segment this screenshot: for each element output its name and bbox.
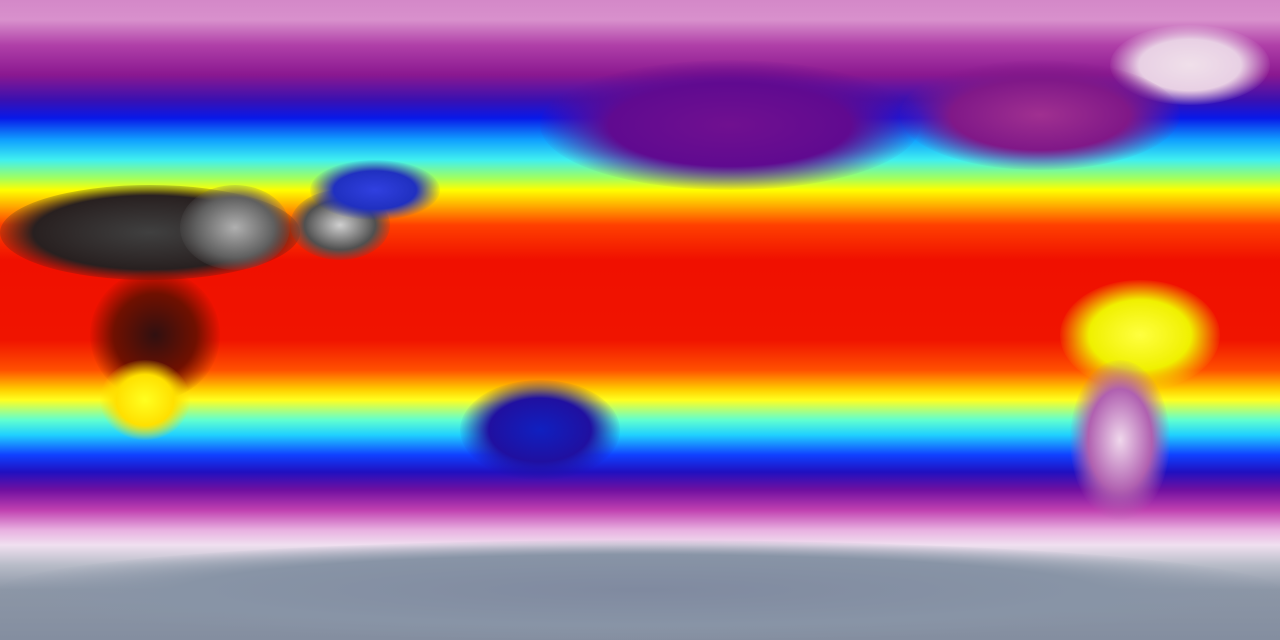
patagonia (1070, 360, 1170, 520)
south-africa (100, 360, 190, 440)
north-america (900, 60, 1180, 170)
antarctic-ice (0, 540, 1280, 640)
arabia-region (180, 185, 290, 270)
australia-region (460, 380, 620, 480)
tibet-region (310, 160, 440, 220)
pacific-north (540, 60, 920, 190)
